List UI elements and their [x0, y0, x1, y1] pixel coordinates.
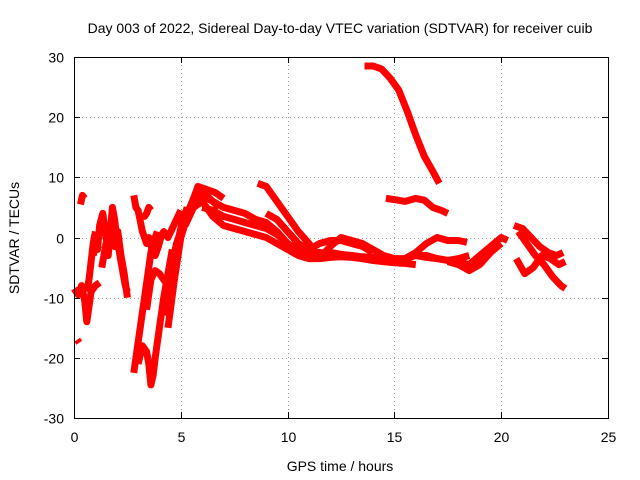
x-axis-label: GPS time / hours: [287, 458, 394, 474]
series-s21: [364, 62, 443, 185]
chart-title: Day 003 of 2022, Sidereal Day-to-day VTE…: [88, 20, 593, 36]
series-s11: [134, 248, 176, 389]
y-tick-label: -30: [44, 411, 64, 427]
y-tick-label: -20: [44, 351, 64, 367]
series-s10: [130, 230, 161, 374]
y-tick-label: 20: [48, 110, 64, 126]
series-s2: [74, 337, 83, 345]
series-s28: [515, 229, 568, 292]
series-s9: [139, 203, 154, 220]
y-axis-label: SDTVAR / TECUs: [6, 182, 22, 294]
series-s27: [512, 222, 565, 259]
series-s13: [156, 208, 184, 243]
series-s22: [385, 194, 450, 217]
series-s3: [76, 191, 88, 206]
series-s8: [130, 194, 168, 259]
series-s29: [513, 252, 567, 278]
series-s4: [83, 230, 99, 293]
axis-ticks: 0 5 10 15 20 25 -30 -20 -10 0 10 20 30: [44, 50, 617, 446]
x-tick-label: 25: [601, 429, 617, 445]
x-tick-label: 0: [71, 429, 79, 445]
series-s7: [101, 237, 118, 252]
y-tick-label: 0: [56, 231, 64, 247]
y-tick-label: 10: [48, 170, 64, 186]
x-tick-label: 15: [387, 429, 403, 445]
x-tick-label: 10: [281, 429, 297, 445]
x-tick-label: 20: [494, 429, 510, 445]
y-tick-label: -10: [44, 291, 64, 307]
data-series: [71, 62, 568, 389]
series-s25: [446, 240, 504, 275]
series-s20: [264, 210, 375, 256]
series-s1: [71, 279, 102, 326]
y-tick-label: 30: [48, 50, 64, 66]
x-tick-label: 5: [178, 429, 186, 445]
series-s26: [361, 252, 471, 266]
